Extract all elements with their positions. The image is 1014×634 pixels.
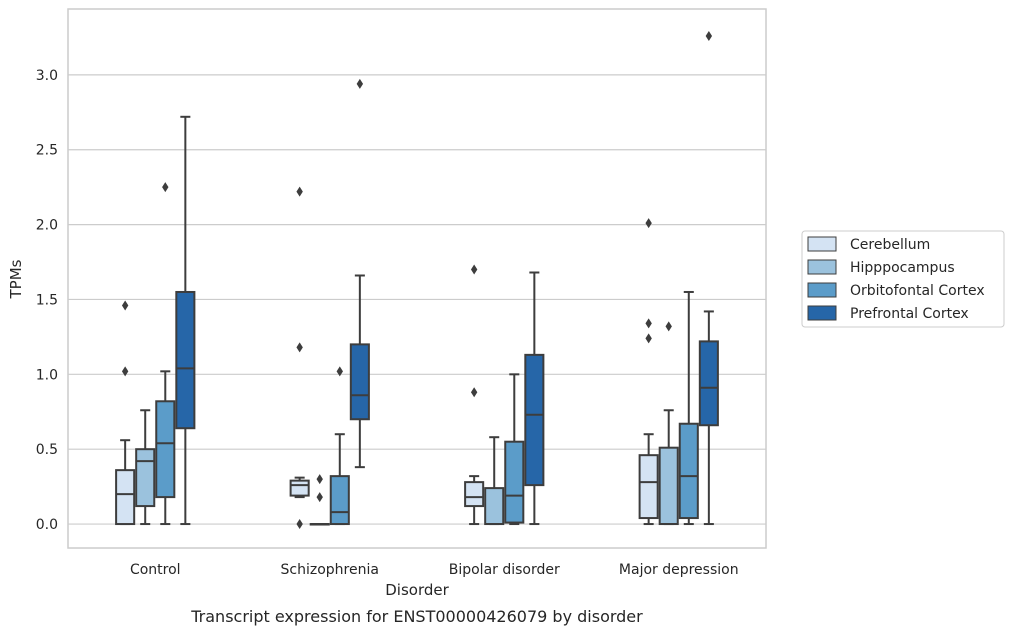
outlier-1-1-0 bbox=[316, 492, 323, 503]
box-2-2 bbox=[504, 373, 525, 526]
outlier-1-0-2 bbox=[296, 186, 303, 197]
box-3-3 bbox=[698, 310, 719, 526]
chart-caption: Transcript expression for ENST0000042607… bbox=[190, 607, 643, 626]
legend-label-3: Prefrontal Cortex bbox=[850, 306, 969, 322]
box-body bbox=[698, 340, 719, 427]
box-0-0 bbox=[115, 439, 136, 526]
legend-swatch-2 bbox=[807, 282, 837, 298]
box-body bbox=[464, 481, 485, 508]
outlier-1-0-0 bbox=[296, 519, 303, 530]
legend-swatch-3 bbox=[807, 305, 837, 321]
outlier-3-0-0 bbox=[645, 333, 652, 344]
outlier-3-0-1 bbox=[645, 318, 652, 329]
box-body bbox=[658, 446, 679, 526]
outlier-2-0-1 bbox=[470, 264, 478, 275]
outlier-0-2-0 bbox=[162, 182, 169, 193]
box-0-2 bbox=[155, 370, 176, 526]
box-body bbox=[678, 422, 699, 520]
legend-swatch-0 bbox=[807, 236, 837, 252]
box-body bbox=[524, 353, 545, 487]
legend-label-0: Cerebellum bbox=[850, 237, 930, 253]
outlier-2-0-0 bbox=[470, 387, 478, 398]
box-body bbox=[115, 469, 136, 526]
outlier-0-0-1 bbox=[121, 300, 129, 311]
x-tick-label-1: Schizophrenia bbox=[281, 562, 379, 578]
box-body bbox=[329, 475, 350, 526]
box-3-2 bbox=[678, 290, 699, 526]
y-tick-label-1: 0.5 bbox=[36, 442, 58, 458]
outlier-3-0-2 bbox=[645, 218, 652, 229]
box-1-3 bbox=[349, 274, 370, 469]
box-body bbox=[349, 343, 370, 421]
legend-frame bbox=[801, 230, 1005, 328]
box-2-0 bbox=[464, 475, 485, 526]
box-2-3 bbox=[524, 271, 545, 526]
outlier-1-2-0 bbox=[336, 366, 343, 377]
x-axis-label: Disorder bbox=[385, 581, 449, 599]
legend-label-2: Orbitofontal Cortex bbox=[850, 283, 985, 299]
outlier-1-3-0 bbox=[356, 78, 364, 89]
outlier-3-3-0 bbox=[705, 30, 713, 41]
x-tick-label-3: Major depression bbox=[619, 562, 739, 578]
y-tick-label-6: 3.0 bbox=[36, 68, 58, 84]
box-body bbox=[484, 487, 505, 526]
legend: Cerebellum Hipppocampus Orbitofontal Corte… bbox=[801, 230, 1005, 328]
plot-frame bbox=[67, 8, 767, 549]
box-3-1 bbox=[658, 409, 679, 526]
box-body bbox=[135, 448, 156, 508]
box-0-3 bbox=[175, 115, 196, 526]
box-body bbox=[175, 290, 196, 430]
box-1-2 bbox=[329, 433, 350, 526]
outlier-1-0-1 bbox=[296, 342, 303, 353]
outlier-1-1-1 bbox=[316, 474, 323, 485]
y-tick-label-3: 1.5 bbox=[36, 292, 58, 308]
legend-label-1: Hipppocampus bbox=[850, 260, 955, 276]
y-axis-label: TPMs bbox=[7, 259, 25, 299]
y-tick-label-2: 1.0 bbox=[36, 367, 58, 383]
box-3-0 bbox=[638, 433, 659, 526]
box-1-1 bbox=[309, 523, 330, 526]
outlier-3-1-0 bbox=[665, 321, 672, 332]
box-0-1 bbox=[135, 409, 156, 526]
outlier-0-0-0 bbox=[121, 366, 129, 377]
x-tick-labels: Control Schizophrenia Bipolar disorder Majo… bbox=[130, 562, 739, 578]
box-1-0 bbox=[289, 476, 310, 499]
box-2-1 bbox=[484, 436, 505, 526]
y-tick-label-4: 2.0 bbox=[36, 218, 58, 234]
x-tick-label-2: Bipolar disorder bbox=[449, 562, 560, 578]
boxes bbox=[115, 115, 719, 526]
y-tick-labels: 0.0 0.5 1.0 1.5 2.0 2.5 3.0 bbox=[36, 68, 58, 533]
legend-swatch-1 bbox=[807, 259, 837, 275]
outliers bbox=[121, 30, 713, 530]
box-body bbox=[638, 454, 659, 520]
box-body bbox=[289, 479, 310, 497]
box-body bbox=[155, 400, 176, 499]
y-tick-label-5: 2.5 bbox=[36, 143, 58, 159]
y-tick-label-0: 0.0 bbox=[36, 517, 58, 533]
box-body bbox=[504, 440, 525, 524]
x-tick-label-0: Control bbox=[130, 562, 181, 578]
